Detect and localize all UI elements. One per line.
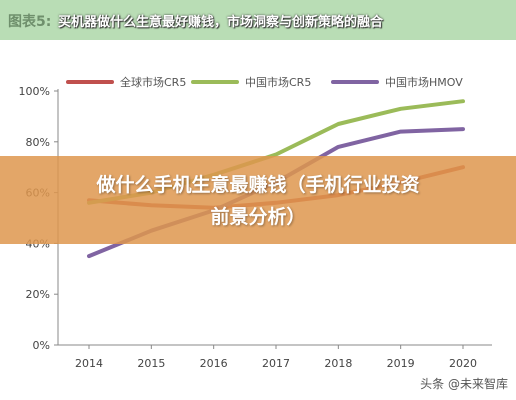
watermark: 头条 @未来智库 xyxy=(420,377,508,391)
x-tick-label: 2020 xyxy=(449,357,477,370)
legend-label: 全球市场CR5 xyxy=(120,75,186,89)
y-tick-label: 20% xyxy=(26,288,50,301)
x-tick-label: 2018 xyxy=(324,357,352,370)
x-tick-label: 2019 xyxy=(387,357,415,370)
x-tick-label: 2016 xyxy=(200,357,228,370)
banner-line-2: 前景分析） xyxy=(210,206,306,228)
legend: 全球市场CR5 中国市场CR5 中国市场HMOV xyxy=(66,75,463,89)
banner-line-1: 做什么手机生意最赚钱（手机行业投资 xyxy=(96,174,420,196)
y-tick-label: 80% xyxy=(26,136,50,149)
overlay-title: 买机器做什么生意最好赚钱，市场洞察与创新策略的融合 xyxy=(58,15,384,30)
legend-label: 中国市场HMOV xyxy=(385,75,463,89)
y-tick-label: 0% xyxy=(33,339,50,352)
figure-label: 图表5: xyxy=(8,14,52,30)
x-tick-label: 2014 xyxy=(75,357,103,370)
headline-banner: 做什么手机生意最赚钱（手机行业投资 前景分析） xyxy=(0,156,516,244)
x-tick-label: 2017 xyxy=(262,357,290,370)
y-tick-label: 100% xyxy=(19,85,50,98)
header-bar: 图表5: 买机器做什么生意最好赚钱，市场洞察与创新策略的融合 xyxy=(0,0,516,40)
x-tick-label: 2015 xyxy=(137,357,165,370)
legend-label: 中国市场CR5 xyxy=(245,75,311,89)
